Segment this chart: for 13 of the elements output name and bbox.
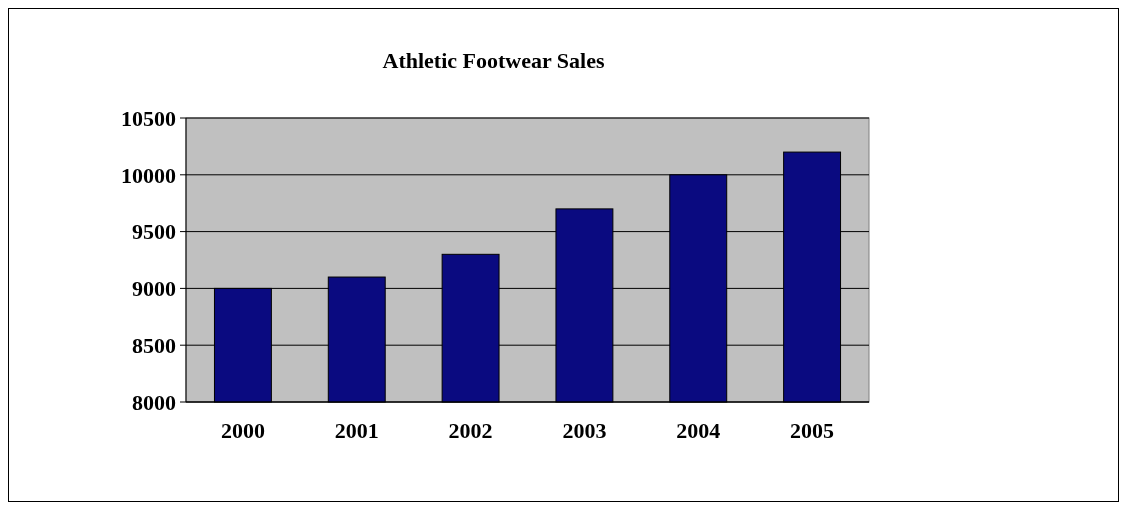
x-tick-label: 2000 [220,418,265,443]
y-tick-label: 8000 [132,389,176,415]
x-tick-label: 2002 [448,418,493,443]
x-tick-label: 2001 [334,418,379,443]
y-tick-label: 10500 [121,105,176,131]
x-tick-label: 2005 [790,418,835,443]
y-tick-label: 8500 [132,332,176,358]
y-tick-label: 9000 [132,276,176,302]
y-tick-label: 9500 [132,219,176,245]
x-tick-label: 2003 [562,418,607,443]
x-tick-label: 2004 [676,418,721,443]
y-tick-label: 10000 [121,162,176,188]
chart-title: Athletic Footwear Sales [382,48,605,73]
